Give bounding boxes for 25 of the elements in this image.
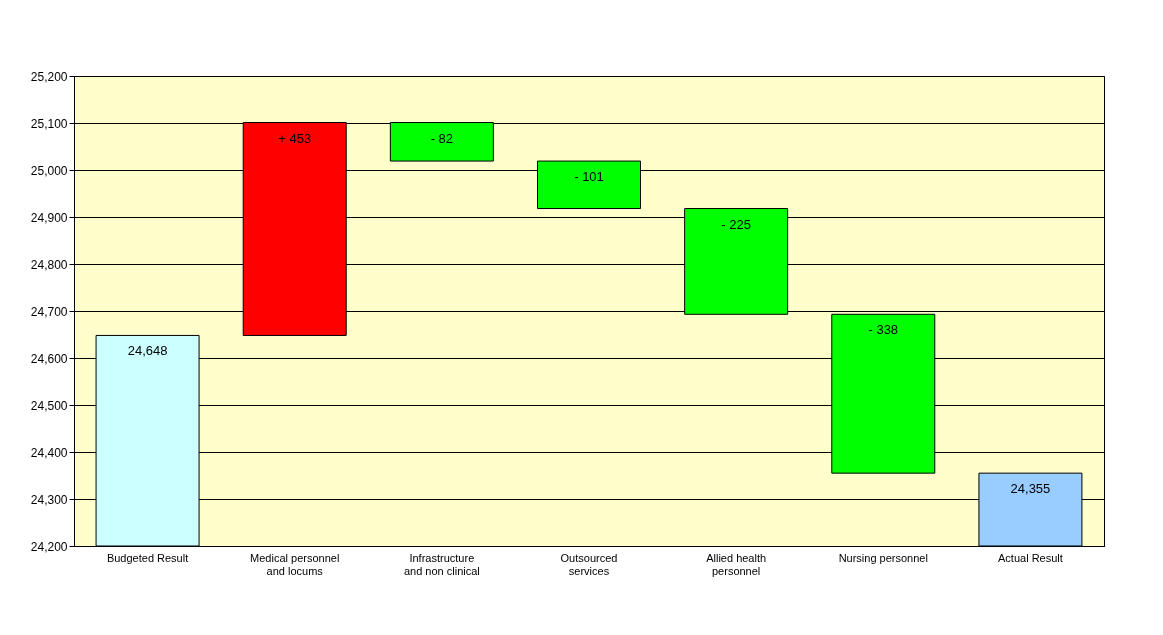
data-label: + 453: [278, 130, 312, 146]
y-tick-label: 24,600: [30, 351, 68, 366]
y-tick-label: 24,500: [30, 398, 68, 413]
y-tick-label: 24,700: [30, 304, 68, 319]
data-label: 24,355: [1010, 481, 1051, 497]
data-label: 24,648: [127, 343, 168, 359]
data-label: - 101: [574, 169, 604, 185]
data-label: - 338: [868, 322, 899, 338]
y-tick-label: 25,200: [30, 69, 68, 84]
x-tick-label: Infrastructure and non clinical: [403, 551, 480, 577]
data-label: - 82: [430, 130, 454, 146]
x-tick-label: Nursing personnel: [838, 551, 928, 564]
x-tick-label: Outsourced services: [560, 551, 618, 577]
x-tick-label: Budgeted Result: [106, 551, 189, 564]
x-tick-label: Medical personnel and locums: [250, 551, 340, 577]
x-tick-label: Actual Result: [998, 551, 1063, 564]
data-label: - 225: [721, 216, 751, 232]
y-tick-label: 24,400: [30, 445, 68, 460]
y-tick-label: 24,800: [30, 257, 68, 272]
y-tick-label: 24,300: [30, 492, 68, 507]
y-tick-label: 24,900: [30, 210, 68, 225]
y-tick-label: 25,000: [30, 163, 68, 178]
y-tick-label: 24,200: [30, 539, 68, 554]
y-tick-label: 25,100: [30, 116, 68, 131]
x-tick-label: Allied health personnel: [706, 551, 767, 577]
